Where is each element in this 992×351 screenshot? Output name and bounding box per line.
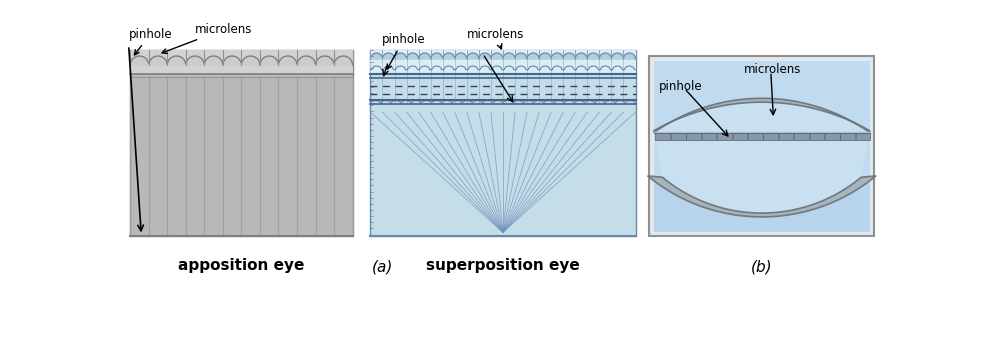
Bar — [795, 133, 808, 139]
Bar — [656, 133, 671, 139]
Bar — [654, 61, 870, 232]
Bar — [748, 133, 763, 139]
Text: pinhole: pinhole — [659, 80, 702, 93]
Bar — [825, 133, 839, 139]
Bar — [671, 133, 685, 139]
Bar — [130, 50, 352, 74]
Bar — [732, 133, 747, 139]
Bar — [779, 133, 794, 139]
Text: superposition eye: superposition eye — [427, 258, 580, 273]
Text: (b): (b) — [751, 259, 773, 274]
Bar — [701, 133, 716, 139]
Bar — [650, 56, 874, 236]
Polygon shape — [654, 98, 870, 213]
Polygon shape — [130, 56, 352, 65]
Bar — [130, 50, 352, 236]
Text: microlens: microlens — [162, 23, 252, 53]
Polygon shape — [654, 98, 870, 133]
Bar — [370, 50, 636, 74]
Bar — [809, 133, 824, 139]
Bar — [370, 50, 636, 236]
Bar — [654, 176, 870, 232]
Text: pinhole: pinhole — [382, 33, 426, 69]
Polygon shape — [370, 53, 636, 59]
Text: apposition eye: apposition eye — [179, 258, 305, 273]
Text: (a): (a) — [372, 259, 394, 274]
Bar — [840, 133, 855, 139]
Text: microlens: microlens — [467, 28, 524, 49]
Bar — [856, 133, 871, 139]
Text: pinhole: pinhole — [129, 28, 173, 55]
Bar — [717, 133, 732, 139]
Polygon shape — [648, 176, 876, 217]
Bar — [686, 133, 701, 139]
Text: microlens: microlens — [744, 63, 802, 76]
Bar — [764, 133, 778, 139]
